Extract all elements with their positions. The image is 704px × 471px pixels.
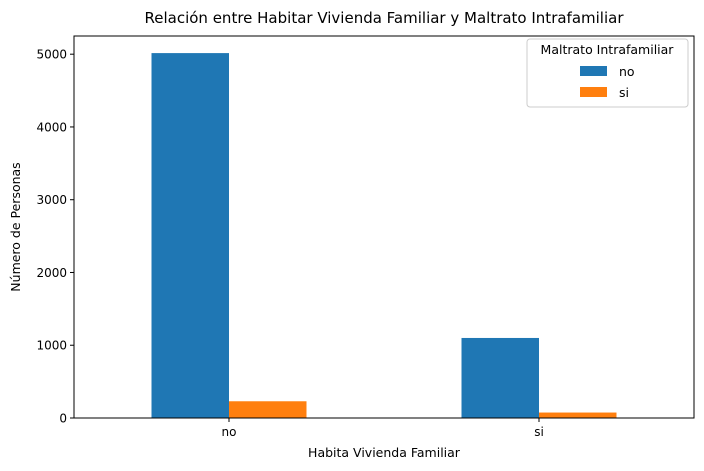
legend-swatch-si	[580, 87, 607, 97]
x-tick-label: no	[222, 425, 237, 439]
y-tick-label: 0	[59, 412, 67, 426]
y-axis-label: Número de Personas	[8, 162, 23, 291]
bars-group	[151, 53, 617, 418]
x-axis-label: Habita Vivienda Familiar	[308, 445, 461, 460]
legend: Maltrato Intrafamiliar no si	[526, 38, 689, 108]
bar-si-si	[539, 412, 617, 418]
y-tick-label: 3000	[36, 193, 67, 207]
x-axis-ticks: no si	[222, 418, 544, 439]
chart-title: Relación entre Habitar Vivienda Familiar…	[145, 9, 625, 27]
plot-frame	[73, 35, 695, 419]
legend-label-no: no	[619, 64, 635, 79]
legend-label-si: si	[619, 85, 629, 100]
legend-frame	[526, 38, 689, 108]
y-tick-label: 1000	[36, 339, 67, 353]
legend-swatch-no	[580, 66, 607, 76]
y-tick-label: 2000	[36, 266, 67, 280]
bar-no-si	[461, 337, 539, 418]
bar-si-no	[229, 401, 307, 418]
y-tick-label: 5000	[36, 48, 67, 62]
x-tick-label: si	[534, 425, 544, 439]
y-axis-ticks: 0 1000 2000 3000 4000 5000	[36, 48, 74, 426]
bar-no-no	[151, 53, 229, 418]
y-tick-label: 4000	[36, 120, 67, 134]
legend-title: Maltrato Intrafamiliar	[541, 42, 675, 57]
